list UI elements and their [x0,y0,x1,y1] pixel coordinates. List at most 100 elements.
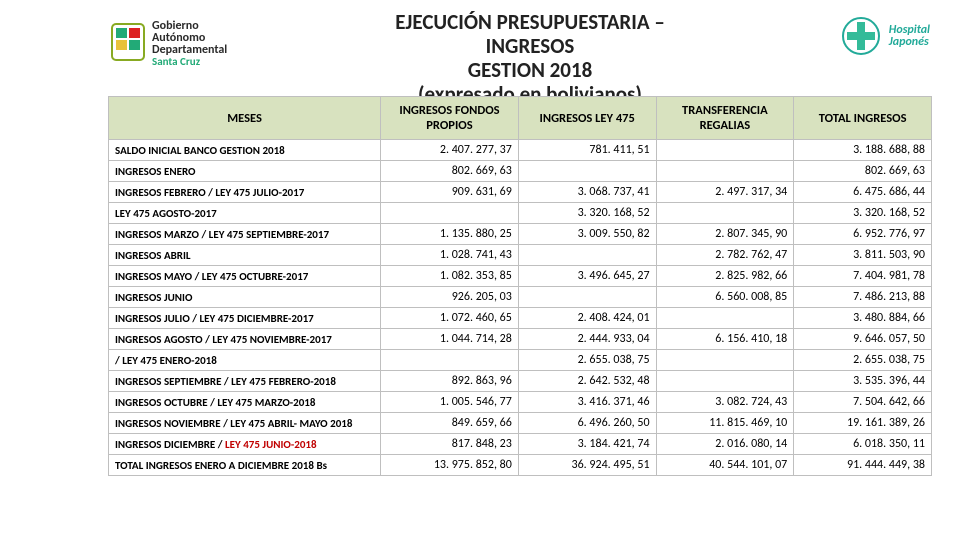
cell-value: 3. 416. 371, 46 [518,392,656,413]
cell-value: 1. 082. 353, 85 [381,266,519,287]
cell-value: 91. 444. 449, 38 [794,455,932,476]
cell-value: 2. 408. 424, 01 [518,308,656,329]
cell-value: 6. 952. 776, 97 [794,224,932,245]
cell-value [656,371,794,392]
title-line2: INGRESOS [220,34,840,58]
hospital-cross-icon [839,14,883,58]
cell-value [656,161,794,182]
cell-mes: TOTAL INGRESOS ENERO A DICIEMBRE 2018 Bs [109,455,381,476]
cell-value: 6. 560. 008, 85 [656,287,794,308]
hosp-line2: Japonés [889,36,930,48]
table-row: INGRESOS DICIEMBRE / LEY 475 JUNIO-20188… [109,434,932,455]
table-row: INGRESOS JULIO / LEY 475 DICIEMBRE-20171… [109,308,932,329]
cell-value [656,140,794,161]
cell-value: 2. 642. 532, 48 [518,371,656,392]
cell-value: 36. 924. 495, 51 [518,455,656,476]
cell-value: 6. 475. 686, 44 [794,182,932,203]
cell-value: 817. 848, 23 [381,434,519,455]
cell-value: 1. 044. 714, 28 [381,329,519,350]
hospital-text: Hospital Japonés [889,24,930,48]
col-fondos: INGRESOS FONDOS PROPIOS [381,97,519,140]
cell-value: 3. 184. 421, 74 [518,434,656,455]
table-row: SALDO INICIAL BANCO GESTION 20182. 407. … [109,140,932,161]
cell-mes: INGRESOS ABRIL [109,245,381,266]
cell-value: 3. 811. 503, 90 [794,245,932,266]
gobierno-text: Gobierno Autónomo Departamental Santa Cr… [152,20,227,67]
table-row: LEY 475 AGOSTO-2017 3. 320. 168, 52 3. 320… [109,203,932,224]
table-row: INGRESOS JUNIO926. 205, 036. 560. 008, 8… [109,287,932,308]
cell-value: 1. 005. 546, 77 [381,392,519,413]
cell-value: 3. 068. 737, 41 [518,182,656,203]
cell-value: 11. 815. 469, 10 [656,413,794,434]
cell-mes: INGRESOS DICIEMBRE / LEY 475 JUNIO-2018 [109,434,381,455]
table-row: / LEY 475 ENERO-2018 2. 655. 038, 75 2. 65… [109,350,932,371]
col-ley475: INGRESOS LEY 475 [518,97,656,140]
cell-value: 909. 631, 69 [381,182,519,203]
cell-mes: LEY 475 AGOSTO-2017 [109,203,381,224]
cell-value: 2. 016. 080, 14 [656,434,794,455]
cell-value: 3. 480. 884, 66 [794,308,932,329]
gov-santacruz: Santa Cruz [152,56,227,67]
shield-icon [110,22,146,66]
cell-value: 40. 544. 101, 07 [656,455,794,476]
table-row: INGRESOS MARZO / LEY 475 SEPTIEMBRE-2017… [109,224,932,245]
cell-mes: INGRESOS MARZO / LEY 475 SEPTIEMBRE-2017 [109,224,381,245]
cell-value: 3. 320. 168, 52 [794,203,932,224]
cell-value: 1. 072. 460, 65 [381,308,519,329]
table-row: TOTAL INGRESOS ENERO A DICIEMBRE 2018 Bs… [109,455,932,476]
cell-value [656,350,794,371]
cell-value: 3. 082. 724, 43 [656,392,794,413]
cell-value: 2. 655. 038, 75 [794,350,932,371]
cell-value: 1. 135. 880, 25 [381,224,519,245]
cell-mes: INGRESOS JULIO / LEY 475 DICIEMBRE-2017 [109,308,381,329]
cell-value [656,308,794,329]
cell-mes: INGRESOS AGOSTO / LEY 475 NOVIEMBRE-2017 [109,329,381,350]
cell-mes: SALDO INICIAL BANCO GESTION 2018 [109,140,381,161]
cell-value: 19. 161. 389, 26 [794,413,932,434]
table-row: INGRESOS OCTUBRE / LEY 475 MARZO-20181. … [109,392,932,413]
cell-value: 9. 646. 057, 50 [794,329,932,350]
cell-value: 2. 655. 038, 75 [518,350,656,371]
budget-table: MESES INGRESOS FONDOS PROPIOS INGRESOS L… [108,96,932,476]
col-regalias: TRANSFERENCIA REGALIAS [656,97,794,140]
cell-mes: / LEY 475 ENERO-2018 [109,350,381,371]
table-row: INGRESOS SEPTIEMBRE / LEY 475 FEBRERO-20… [109,371,932,392]
cell-value [518,161,656,182]
cell-value: 2. 807. 345, 90 [656,224,794,245]
cell-value: 3. 009. 550, 82 [518,224,656,245]
cell-value: 13. 975. 852, 80 [381,455,519,476]
table-row: INGRESOS MAYO / LEY 475 OCTUBRE-20171. 0… [109,266,932,287]
table-row: INGRESOS FEBRERO / LEY 475 JULIO-2017909… [109,182,932,203]
cell-value: 892. 863, 96 [381,371,519,392]
table-head: MESES INGRESOS FONDOS PROPIOS INGRESOS L… [109,97,932,140]
col-meses: MESES [109,97,381,140]
cell-value [381,203,519,224]
cell-value [381,350,519,371]
table-body: SALDO INICIAL BANCO GESTION 20182. 407. … [109,140,932,476]
cell-value: 781. 411, 51 [518,140,656,161]
cell-mes: INGRESOS FEBRERO / LEY 475 JULIO-2017 [109,182,381,203]
cell-value: 6. 018. 350, 11 [794,434,932,455]
title-line3: GESTION 2018 [220,58,840,82]
table-row: INGRESOS AGOSTO / LEY 475 NOVIEMBRE-2017… [109,329,932,350]
cell-value: 2. 497. 317, 34 [656,182,794,203]
cell-value [656,203,794,224]
cell-value: 849. 659, 66 [381,413,519,434]
cell-mes: INGRESOS NOVIEMBRE / LEY 475 ABRIL- MAYO… [109,413,381,434]
cell-value [518,245,656,266]
cell-mes: INGRESOS JUNIO [109,287,381,308]
cell-value: 3. 320. 168, 52 [518,203,656,224]
logo-gobierno: Gobierno Autónomo Departamental Santa Cr… [110,20,227,67]
table-row: INGRESOS ABRIL1. 028. 741, 432. 782. 762… [109,245,932,266]
cell-value: 7. 404. 981, 78 [794,266,932,287]
cell-value: 3. 535. 396, 44 [794,371,932,392]
cell-value: 6. 496. 260, 50 [518,413,656,434]
cell-value: 2. 825. 982, 66 [656,266,794,287]
title-block: EJECUCIÓN PRESUPUESTARIA – INGRESOS GEST… [220,8,840,107]
cell-mes: INGRESOS SEPTIEMBRE / LEY 475 FEBRERO-20… [109,371,381,392]
cell-value: 3. 496. 645, 27 [518,266,656,287]
header-row: Gobierno Autónomo Departamental Santa Cr… [0,0,960,107]
cell-mes: INGRESOS ENERO [109,161,381,182]
budget-table-wrap: MESES INGRESOS FONDOS PROPIOS INGRESOS L… [108,96,932,476]
cell-mes: INGRESOS OCTUBRE / LEY 475 MARZO-2018 [109,392,381,413]
